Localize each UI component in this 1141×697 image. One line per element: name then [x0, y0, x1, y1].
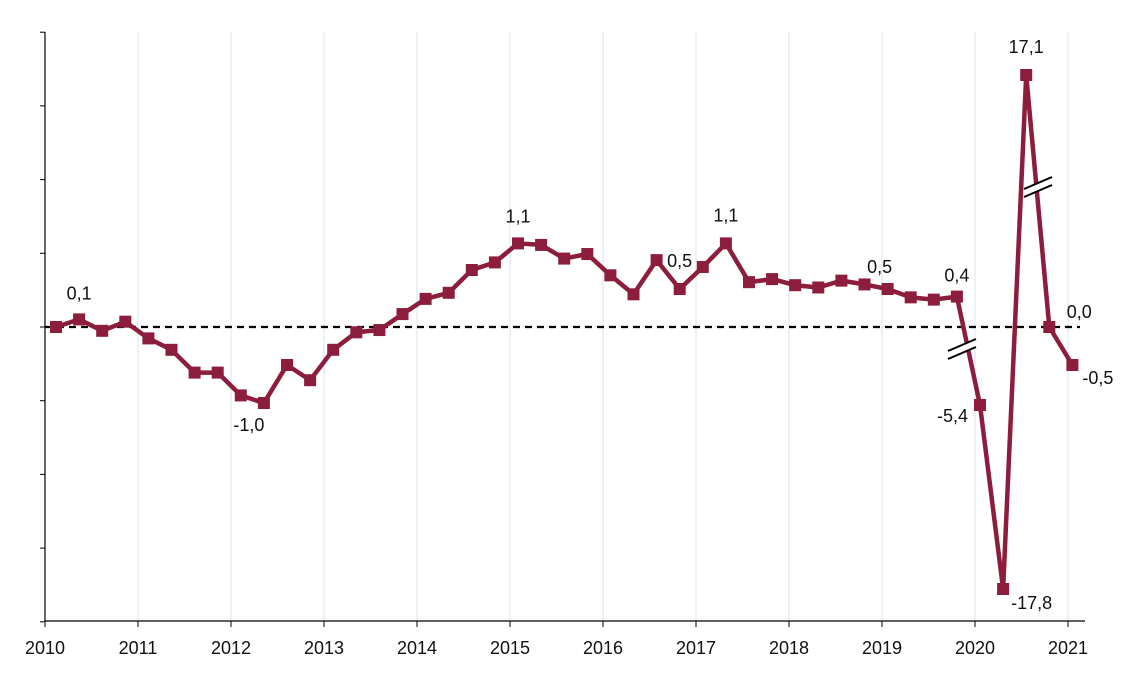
x-tick-label: 2019: [862, 638, 902, 658]
data-point-marker: [627, 288, 640, 301]
data-point-marker: [350, 326, 363, 339]
data-point-marker: [165, 343, 178, 356]
data-label: -0,5: [1082, 368, 1113, 388]
x-tick-label: 2012: [211, 638, 251, 658]
x-tick-label: 2011: [119, 638, 158, 658]
data-point-marker: [558, 252, 571, 265]
data-point-marker: [327, 343, 340, 356]
data-point-marker: [581, 248, 594, 261]
series-line: [55, 72, 1075, 592]
data-label: 17,1: [1009, 37, 1044, 57]
data-point-marker: [858, 278, 871, 291]
data-point-marker: [904, 291, 917, 304]
data-point-marker: [1020, 69, 1033, 81]
x-tick-label: 2017: [676, 638, 716, 658]
data-point-marker: [465, 264, 478, 276]
x-tick-label: 2021: [1048, 638, 1088, 658]
data-point-marker: [257, 397, 270, 409]
data-point-marker: [1066, 359, 1079, 371]
x-tick-label: 2020: [955, 638, 995, 658]
data-point-marker: [535, 238, 548, 251]
data-label: 0,1: [67, 283, 92, 303]
data-point-marker: [650, 254, 663, 267]
data-point-marker: [488, 256, 501, 269]
data-label: 1,1: [713, 205, 738, 225]
x-tick-label: 2018: [769, 638, 809, 658]
data-label: 0,5: [867, 257, 892, 277]
axis-break-mark: [1023, 184, 1053, 198]
x-tick-label: 2013: [304, 638, 344, 658]
data-point-marker: [974, 399, 986, 411]
data-label: -17,8: [1011, 593, 1052, 613]
data-label: -5,4: [937, 406, 968, 426]
data-point-marker: [789, 279, 802, 292]
data-point-marker: [512, 237, 524, 250]
data-label: 0,0: [1067, 302, 1092, 322]
data-point-marker: [50, 321, 62, 333]
data-label: 0,4: [944, 266, 969, 286]
data-point-marker: [719, 237, 732, 250]
data-point-marker: [396, 308, 409, 321]
data-point-marker: [673, 283, 686, 295]
data-point-marker: [73, 313, 86, 326]
data-point-marker: [442, 286, 455, 299]
x-tick-label: 2016: [583, 638, 623, 658]
data-point-marker: [304, 374, 317, 387]
axis-break-mark: [1023, 176, 1053, 190]
axis-break-gap: [948, 339, 976, 359]
data-point-marker: [188, 366, 201, 379]
data-point-marker: [96, 324, 109, 337]
axis-break-mark: [947, 338, 977, 352]
x-tick-label: 2010: [25, 638, 65, 658]
data-point-marker: [604, 269, 617, 282]
data-point-marker: [234, 389, 247, 402]
data-label: -1,0: [233, 415, 264, 435]
data-point-marker: [881, 283, 894, 295]
data-point-marker: [142, 332, 155, 345]
data-point-marker: [419, 292, 432, 305]
data-label: 0,5: [667, 251, 692, 271]
data-point-marker: [812, 281, 825, 294]
data-point-marker: [373, 324, 386, 337]
data-point-marker: [1043, 321, 1056, 333]
data-point-marker: [696, 260, 709, 273]
x-tick-label: 2015: [490, 638, 530, 658]
axis-break-mark: [947, 346, 977, 360]
axis-break-gap: [1024, 177, 1052, 197]
data-point-marker: [766, 273, 779, 286]
x-tick-label: 2014: [397, 638, 437, 658]
data-point-marker: [119, 315, 132, 328]
data-point-marker: [281, 359, 293, 371]
data-point-marker: [835, 274, 848, 287]
data-point-marker: [211, 366, 224, 379]
data-point-marker: [997, 583, 1010, 595]
data-point-marker: [950, 290, 963, 303]
data-label: 1,1: [505, 206, 530, 226]
data-point-marker: [743, 276, 755, 289]
data-point-marker: [927, 293, 940, 306]
